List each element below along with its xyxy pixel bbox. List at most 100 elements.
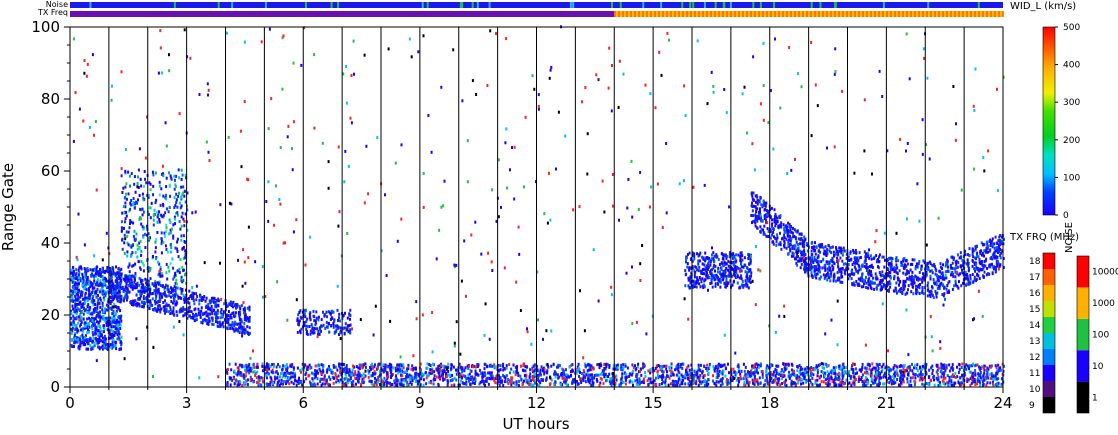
echo-cell <box>203 317 206 321</box>
echo-cell <box>463 374 466 378</box>
echo-cell <box>525 373 528 377</box>
txfreq-strip-cell <box>986 11 988 17</box>
echo-cell <box>901 379 904 383</box>
echo-cell <box>724 374 727 378</box>
echo-cell <box>738 370 741 374</box>
echo-cell <box>292 367 295 371</box>
echo-cell <box>148 283 151 287</box>
echo-cell <box>149 182 152 186</box>
echo-cell <box>138 194 141 197</box>
echo-cell <box>132 234 135 238</box>
echo-cell <box>99 296 102 300</box>
echo-cell <box>638 382 641 386</box>
echo-cell <box>606 379 609 382</box>
echo-cell <box>947 381 950 384</box>
echo-cell <box>245 363 248 367</box>
echo-cell <box>657 364 660 367</box>
echo-cell <box>303 366 305 369</box>
echo-cell <box>906 366 909 370</box>
echo-cell <box>299 380 302 384</box>
echo-cell <box>75 316 78 320</box>
echo-cell <box>937 380 940 383</box>
echo-cell <box>91 287 94 290</box>
echo-cell <box>256 365 259 369</box>
echo-cell <box>863 379 866 383</box>
echo-cell <box>348 369 351 373</box>
txfreq-strip-cell <box>838 11 840 17</box>
echo-cell <box>794 373 797 377</box>
echo-cell <box>332 310 335 314</box>
echo-cell <box>101 292 104 295</box>
echo-cell <box>230 323 233 327</box>
echo-cell <box>563 378 566 382</box>
echo-cell <box>605 365 608 369</box>
echo-cell <box>193 314 196 318</box>
echo-cell <box>158 180 161 184</box>
echo-cell <box>876 364 879 368</box>
echo-cell <box>590 373 593 377</box>
echo-cell <box>731 378 734 382</box>
echo-cell <box>933 383 936 387</box>
echo-cell <box>134 251 137 255</box>
echo-cell <box>309 381 312 385</box>
echo-cell <box>838 373 841 377</box>
echo-cell <box>360 363 363 367</box>
echo-cell <box>105 340 107 344</box>
echo-cell <box>903 374 906 378</box>
echo-cell <box>154 281 157 285</box>
echo-cell <box>276 376 278 380</box>
echo-cell <box>177 255 180 259</box>
echo-cell <box>112 283 115 287</box>
echo-cell <box>140 260 143 264</box>
echo-cell <box>542 369 544 373</box>
echo-cell <box>995 366 998 370</box>
echo-cell <box>74 281 77 285</box>
echo-cell <box>124 277 127 281</box>
echo-cell <box>114 318 117 322</box>
echo-cell <box>589 378 591 382</box>
echo-cell <box>227 323 230 327</box>
echo-cell <box>494 365 497 369</box>
echo-cell <box>173 293 176 297</box>
echo-cell <box>600 364 603 368</box>
echo-cell <box>609 377 612 381</box>
echo-cell <box>370 381 373 385</box>
echo-cell <box>315 321 317 325</box>
echo-cell <box>687 364 690 368</box>
echo-cell <box>87 322 90 326</box>
echo-cell <box>91 297 94 301</box>
echo-cell <box>99 283 102 287</box>
echo-cell <box>856 371 858 375</box>
echo-cell <box>81 340 84 344</box>
echo-cell <box>265 362 268 366</box>
echo-cell <box>243 318 246 322</box>
txfreq-strip-cell <box>914 11 916 17</box>
echo-cell <box>974 380 977 384</box>
echo-cell <box>177 168 180 172</box>
noise-strip-cell <box>461 2 464 8</box>
echo-cell <box>997 363 1000 367</box>
echo-cell <box>587 379 590 383</box>
noise-strip-cell <box>834 2 837 8</box>
echo-cell <box>130 220 133 224</box>
echo-cell <box>83 324 86 328</box>
txfreq-strip-cell <box>934 11 936 17</box>
echo-cell <box>90 283 93 287</box>
echo-cell <box>317 315 320 319</box>
echo-cell <box>339 331 342 335</box>
echo-cell <box>149 268 152 272</box>
echo-cell <box>915 366 918 370</box>
echo-cell <box>165 284 168 288</box>
echo-cell <box>561 383 564 387</box>
echo-cell <box>381 380 384 384</box>
echo-cell <box>117 330 120 334</box>
noise-strip-cell <box>611 2 614 8</box>
echo-cell <box>482 379 485 383</box>
echo-cell <box>473 382 476 385</box>
echo-cell <box>625 378 627 382</box>
noise-strip-cell <box>471 2 474 8</box>
echo-cell <box>146 224 148 228</box>
echo-cell <box>257 375 260 379</box>
echo-cell <box>402 363 405 367</box>
echo-cell <box>820 245 823 249</box>
